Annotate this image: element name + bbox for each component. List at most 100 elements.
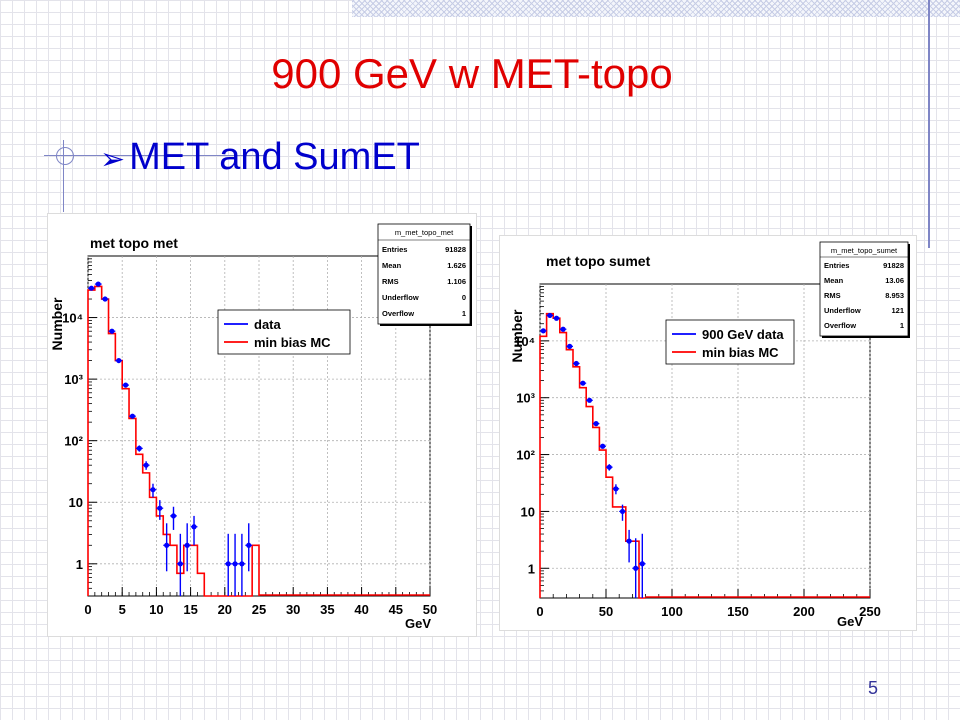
stats-name: m_met_topo_sumet: [831, 246, 898, 255]
met-histogram-svg: 0 5 10 15 20 25 30 35 40 45 5011010²10³10⁴GeVNumbe…: [49, 223, 472, 631]
x-tick-label: 250: [859, 604, 881, 619]
stats-row-value: 1: [462, 309, 466, 318]
data-point: [157, 505, 163, 511]
data-point: [633, 565, 639, 571]
chart-title: met topo sumet: [546, 253, 651, 269]
y-tick-label: 10⁴: [514, 334, 535, 349]
x-tick-label: 35: [320, 602, 334, 617]
x-tick-label: 0: [84, 602, 91, 617]
x-tick-label: 30: [286, 602, 300, 617]
stats-row-value: 91828: [445, 245, 466, 254]
data-point: [619, 508, 626, 515]
stats-row-label: Underflow: [824, 306, 861, 315]
data-point: [109, 328, 115, 334]
x-tick-label: 200: [793, 604, 815, 619]
stats-row-label: Mean: [824, 276, 844, 285]
x-tick-label: 25: [252, 602, 266, 617]
stats-name: m_met_topo_met: [395, 228, 454, 237]
y-tick-label: 10²: [64, 434, 83, 449]
stats-row-label: RMS: [382, 277, 399, 286]
legend: data min bias MC: [217, 309, 351, 355]
data-point: [553, 315, 560, 321]
data-point: [164, 542, 170, 548]
data-point: [225, 561, 231, 567]
stats-frame: [377, 223, 471, 325]
data-point: [573, 360, 579, 367]
y-grid: [88, 317, 430, 565]
met-histogram-panel: 0 5 10 15 20 25 30 35 40 45 50 1 10 10² 10³ 10⁴ GeV Numbe…: [48, 214, 476, 636]
data-point: [246, 542, 252, 548]
sumet-histogram-panel: 0 50 100 150 200 250 1 10 10² 10³ 10⁴ GeV Number met …: [500, 236, 916, 630]
x-tick-label: 50: [599, 604, 613, 619]
page-number: 5: [868, 678, 879, 698]
x-tick-label: 40: [354, 602, 368, 617]
stats-box: m_met_topo_met Entries 91828 Mean 1.626 RMS 1.…: [377, 223, 472, 326]
stats-row-value: 13.06: [885, 276, 904, 285]
stats-row-label: Overflow: [824, 321, 856, 330]
bullet-arrow-icon: ➢: [100, 142, 126, 177]
stats-row-value: 0: [462, 293, 466, 302]
stats-row-value: 1.106: [447, 277, 466, 286]
data-point: [560, 326, 566, 332]
data-point: [123, 382, 129, 388]
decorative-left-rule: [63, 140, 64, 212]
decorative-circle: [56, 147, 74, 165]
data-point: [129, 413, 136, 419]
legend-label: 900 GeV data: [702, 327, 784, 342]
data-point: [540, 328, 546, 334]
stats-row-label: RMS: [824, 291, 841, 300]
stats-row-label: Underflow: [382, 293, 419, 302]
x-tick-label: 10: [149, 602, 163, 617]
data-point: [567, 343, 573, 349]
corner-pattern-band: [352, 0, 960, 17]
legend-label: min bias MC: [254, 335, 331, 350]
stats-row-value: 8.953: [885, 291, 904, 300]
x-axis-label: GeV: [837, 614, 863, 629]
stats-row-value: 1: [900, 321, 904, 330]
data-point: [191, 524, 197, 530]
decorative-horizontal-rule: [44, 155, 266, 156]
data-point: [232, 561, 238, 567]
legend-box: [665, 319, 795, 365]
stats-box: m_met_topo_sumet Entries 91828 Mean 13.06 RMS…: [819, 241, 910, 338]
y-tick-label: 10³: [64, 372, 83, 387]
data-point: [606, 464, 612, 470]
y-axis-label: Number: [509, 309, 525, 362]
stats-row-label: Entries: [382, 245, 407, 254]
sumet-histogram-svg: 0 50 100 150 200 250 1 10 10² 10³ 10⁴ GeV Number met …: [509, 241, 910, 629]
bullet-item: ➢ MET and SumET: [100, 132, 420, 182]
x-tick-label: 45: [389, 602, 403, 617]
bullet-text: MET and SumET: [129, 136, 420, 178]
stats-row-label: Overflow: [382, 309, 414, 318]
data-point: [136, 445, 142, 451]
stats-row-label: Entries: [824, 261, 849, 270]
chart-title: met topo met: [90, 235, 178, 251]
data-point: [239, 561, 245, 567]
data-point: [580, 380, 586, 386]
data-point: [150, 487, 156, 493]
stats-row-value: 1.626: [447, 261, 466, 270]
x-tick-label: 50: [423, 602, 437, 617]
decorative-vertical-rule: [928, 0, 930, 248]
data-point: [593, 421, 599, 427]
data-point: [613, 486, 619, 492]
data-point: [547, 312, 553, 319]
stats-frame: [819, 241, 909, 337]
y-tick-label: 1: [528, 561, 535, 576]
legend: 900 GeV data min bias MC: [665, 319, 795, 365]
data-point: [88, 285, 95, 291]
data-point: [177, 561, 183, 567]
data-point: [184, 542, 190, 548]
legend-label: min bias MC: [702, 345, 779, 360]
y-tick-label: 10: [521, 504, 535, 519]
y-tick-label: 10: [69, 495, 83, 510]
y-tick-label: 1: [76, 557, 83, 572]
y-tick-label: 10²: [516, 448, 535, 463]
data-point: [586, 397, 593, 403]
x-axis-label: GeV: [405, 616, 431, 631]
stats-row-value: 121: [891, 306, 904, 315]
x-tick-label: 150: [727, 604, 749, 619]
data-point: [170, 513, 177, 519]
y-axis-label: Number: [49, 297, 65, 350]
data-point: [600, 443, 606, 449]
